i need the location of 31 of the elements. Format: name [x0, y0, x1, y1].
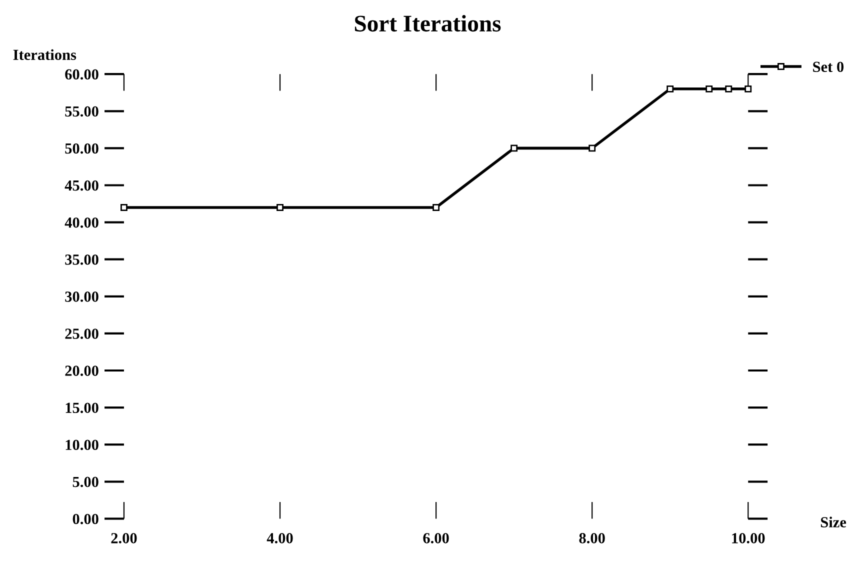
point [744, 85, 752, 92]
y-tick-label: 60.00 [65, 69, 98, 80]
y-tick-label: 25.00 [65, 328, 98, 339]
y-axis-title: Iterations [13, 49, 76, 60]
y-tick-label: 5.00 [72, 476, 98, 488]
point [276, 204, 284, 211]
x-tick-label: 6.00 [423, 533, 449, 544]
y-tick-label: 40.00 [64, 217, 98, 228]
point [510, 144, 518, 152]
x-tick-label: 4.00 [266, 533, 293, 544]
x-axis-title: Size [820, 516, 846, 528]
legend-label: Set 0 [813, 62, 844, 72]
y-tick-label: 30.00 [65, 292, 98, 302]
y-tick-label: 35.00 [65, 254, 98, 265]
y-tick-label: 50.00 [65, 143, 98, 154]
point [725, 85, 732, 92]
y-tick-label: 55.00 [65, 106, 98, 117]
x-tick-label: 8.00 [579, 533, 605, 544]
point [666, 85, 674, 92]
y-tick-label: 15.00 [66, 402, 98, 414]
y-tick-label: 20.00 [65, 366, 98, 376]
x-tick-label: 10.00 [732, 533, 765, 544]
y-tick-label: 0.00 [72, 514, 98, 524]
y-tick-label: 10.00 [66, 440, 98, 450]
point [120, 204, 128, 211]
point [706, 85, 713, 92]
point [588, 144, 596, 152]
x-tick-label: 2.00 [111, 533, 137, 544]
chart-title: Sort Iterations [354, 14, 501, 32]
y-tick-label: 45.00 [64, 180, 98, 191]
point [432, 204, 440, 211]
